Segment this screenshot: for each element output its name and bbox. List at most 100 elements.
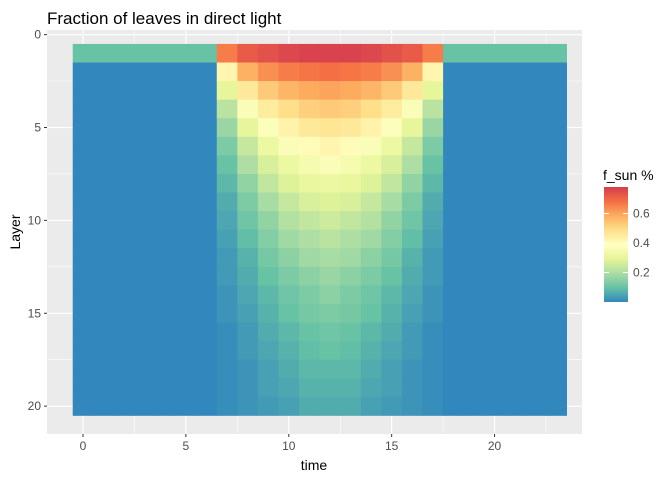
heatmap-tile — [319, 118, 341, 138]
heatmap-tile — [443, 99, 465, 119]
heatmap-tile — [72, 62, 94, 82]
heatmap-tile — [484, 136, 506, 156]
heatmap-tile — [278, 303, 300, 323]
heatmap-tile — [545, 303, 567, 323]
heatmap-tile — [257, 341, 279, 361]
heatmap-tile — [72, 248, 94, 268]
heatmap-tile — [360, 248, 382, 268]
heatmap-tile — [401, 248, 423, 268]
heatmap-tile — [504, 341, 526, 361]
heatmap-tile — [93, 359, 115, 379]
heatmap-tile — [484, 229, 506, 249]
heatmap-tile — [504, 192, 526, 212]
heatmap-tile — [443, 211, 465, 231]
heatmap-tile — [216, 303, 238, 323]
heatmap-tile — [422, 211, 444, 231]
heatmap-tile — [525, 62, 547, 82]
heatmap-tile — [155, 266, 177, 286]
heatmap-tile — [319, 248, 341, 268]
legend: f_sun % 0.2 0.4 0.6 — [603, 167, 654, 302]
heatmap-tile — [381, 285, 403, 305]
heatmap-tile — [113, 303, 135, 323]
heatmap-tile — [422, 341, 444, 361]
heatmap-tile — [484, 303, 506, 323]
heatmap-tile — [319, 396, 341, 416]
heatmap-tile — [360, 378, 382, 398]
heatmap-tile — [422, 285, 444, 305]
heatmap-tile — [525, 322, 547, 342]
heatmap-tile — [443, 396, 465, 416]
heatmap-tile — [443, 43, 465, 63]
heatmap-tile — [443, 229, 465, 249]
heatmap-tile — [422, 266, 444, 286]
legend-tick-label: 0.2 — [633, 266, 650, 280]
heatmap-tile — [463, 378, 485, 398]
heatmap-tile — [216, 322, 238, 342]
heatmap-tile — [72, 285, 94, 305]
heatmap-tile — [72, 378, 94, 398]
heatmap-tile — [134, 341, 156, 361]
heatmap-tile — [422, 248, 444, 268]
heatmap-tile — [72, 303, 94, 323]
heatmap-tile — [504, 322, 526, 342]
heatmap-tile — [381, 229, 403, 249]
heatmap-tile — [175, 173, 197, 193]
heatmap-tile — [463, 173, 485, 193]
heatmap-tile — [422, 192, 444, 212]
heatmap-tile — [299, 136, 321, 156]
heatmap-tile — [360, 266, 382, 286]
x-axis-title: time — [301, 457, 328, 473]
heatmap-tile — [134, 192, 156, 212]
heatmap-tile — [299, 359, 321, 379]
heatmap-tile — [175, 266, 197, 286]
heatmap-tile — [175, 229, 197, 249]
heatmap-tile — [278, 43, 300, 63]
heatmap-tile — [319, 322, 341, 342]
heatmap-tile — [134, 248, 156, 268]
heatmap-tile — [257, 155, 279, 175]
heatmap-tile — [257, 192, 279, 212]
heatmap-tile — [401, 341, 423, 361]
heatmap-tile — [72, 229, 94, 249]
heatmap-tile — [545, 285, 567, 305]
heatmap-tile — [237, 192, 259, 212]
chart-title: Fraction of leaves in direct light — [47, 9, 282, 28]
heatmap-tile — [278, 396, 300, 416]
heatmap-tile — [216, 118, 238, 138]
heatmap-tile — [381, 396, 403, 416]
heatmap-tile — [134, 99, 156, 119]
heatmap-tile — [463, 211, 485, 231]
heatmap-tile — [93, 81, 115, 101]
heatmap-tile — [278, 229, 300, 249]
heatmap-tile — [155, 136, 177, 156]
heatmap-tile — [422, 322, 444, 342]
heatmap-tile — [175, 359, 197, 379]
heatmap-tile — [443, 192, 465, 212]
heatmap-tile — [175, 211, 197, 231]
heatmap-tile — [196, 192, 218, 212]
heatmap-tile — [443, 341, 465, 361]
heatmap-tile — [278, 359, 300, 379]
heatmap-tile — [443, 62, 465, 82]
heatmap-tile — [257, 62, 279, 82]
heatmap-tile — [381, 136, 403, 156]
heatmap-tile — [545, 322, 567, 342]
y-tick-label: 20 — [28, 399, 42, 413]
heatmap-tile — [319, 62, 341, 82]
heatmap-tile — [319, 155, 341, 175]
heatmap-tile — [360, 136, 382, 156]
heatmap-tile — [463, 322, 485, 342]
heatmap-tile — [504, 211, 526, 231]
heatmap-tile — [175, 378, 197, 398]
heatmap-tile — [463, 396, 485, 416]
heatmap-tile — [72, 322, 94, 342]
heatmap-tile — [463, 155, 485, 175]
heatmap-tile — [443, 303, 465, 323]
heatmap-tile — [360, 43, 382, 63]
heatmap-tile — [175, 118, 197, 138]
heatmap-tile — [381, 173, 403, 193]
heatmap-tile — [278, 378, 300, 398]
heatmap-tile — [545, 378, 567, 398]
heatmap-tile — [93, 266, 115, 286]
heatmap-tile — [463, 99, 485, 119]
